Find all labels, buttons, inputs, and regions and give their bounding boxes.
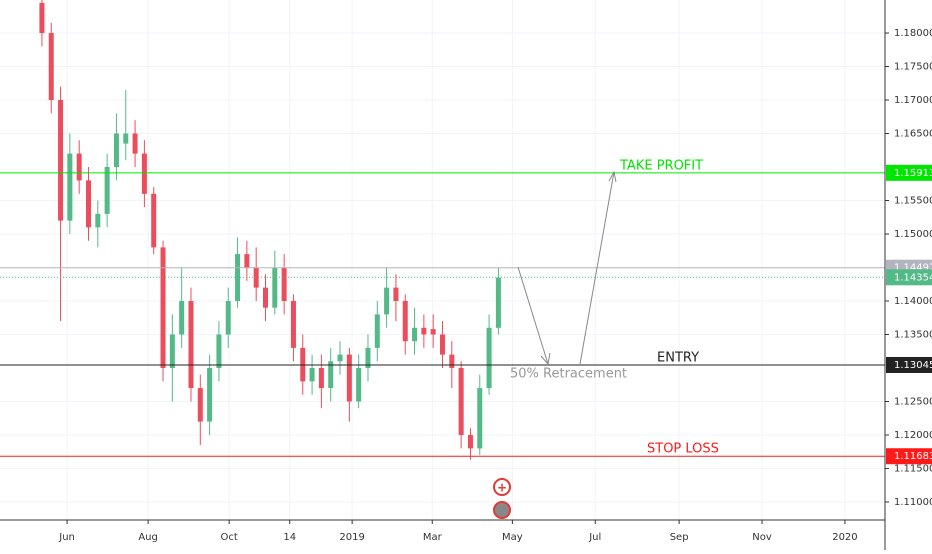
candle-body <box>421 327 427 335</box>
candle-body <box>281 267 287 301</box>
x-tick-label: May <box>502 532 523 543</box>
level-label: TAKE PROFIT <box>619 158 703 173</box>
level-label: ENTRY <box>657 350 699 365</box>
candle-body <box>412 327 418 342</box>
y-tick-label: 1.12000 <box>894 430 932 441</box>
y-tick-label: 1.12500 <box>894 396 932 407</box>
price-badge-label: 1.13045 <box>894 360 932 371</box>
candle-body <box>365 347 371 368</box>
price-badge <box>886 269 932 286</box>
candle-body <box>179 300 185 335</box>
y-tick-label: 1.17000 <box>894 95 932 106</box>
candle-body <box>393 287 399 301</box>
grid <box>0 0 885 520</box>
annotation: 50% Retracement <box>510 367 627 382</box>
candle-body <box>318 367 324 389</box>
candle-body <box>141 153 147 194</box>
price-badge <box>886 356 932 373</box>
x-tick-label: Oct <box>221 532 238 543</box>
candle-body <box>328 361 334 389</box>
candle-body <box>104 167 110 214</box>
candle-body <box>244 254 250 268</box>
candle-body <box>486 327 492 389</box>
candle-body <box>197 388 203 422</box>
price-badge-label: 1.14354 <box>894 272 932 283</box>
y-tick-label: 1.18000 <box>894 28 932 39</box>
y-tick-label: 1.11000 <box>894 497 932 508</box>
event-icon[interactable] <box>493 478 511 496</box>
candle-body <box>86 180 91 228</box>
candle-body <box>384 287 390 315</box>
x-tick-label: Mar <box>423 532 443 543</box>
price-badge <box>886 448 932 465</box>
candle-body <box>253 267 259 288</box>
candle-body <box>207 367 213 422</box>
candle-body <box>495 277 501 328</box>
arrow-head <box>608 170 617 183</box>
y-tick-label: 1.15000 <box>894 229 932 240</box>
y-tick-label: 1.13500 <box>894 329 932 340</box>
candle-body <box>272 267 278 308</box>
candle-body <box>402 300 408 342</box>
candle-body <box>430 329 436 335</box>
candle-body <box>337 354 343 362</box>
price-badge-label: 1.14497 <box>894 263 932 274</box>
y-tick-label: 1.14000 <box>894 296 932 307</box>
candle-body <box>95 213 101 228</box>
price-badge <box>886 164 932 181</box>
candle-body <box>123 133 129 144</box>
event-icon[interactable] <box>493 501 511 519</box>
x-tick-label: Nov <box>752 532 772 543</box>
candle-body <box>58 100 64 221</box>
candle-body <box>458 367 464 435</box>
candle-body <box>160 247 166 368</box>
projection-arrow <box>517 266 549 365</box>
x-tick-label: Aug <box>138 532 158 543</box>
candle-body <box>76 153 82 181</box>
candle-body <box>132 133 138 154</box>
candle-body <box>449 354 455 368</box>
x-tick-label: 2020 <box>832 532 857 543</box>
price-badge-label: 1.15913 <box>894 168 932 179</box>
candle-body <box>263 287 268 308</box>
event-icon-glyph: + <box>497 481 507 495</box>
candle-body <box>216 334 222 368</box>
candle-body <box>290 300 296 348</box>
candle-body <box>477 388 483 449</box>
x-tick-label: 2019 <box>339 532 364 543</box>
y-tick-label: 1.16500 <box>894 129 932 140</box>
candle-body <box>309 367 315 382</box>
projection-arrow <box>579 171 615 365</box>
candle-body <box>67 153 73 221</box>
y-tick-label: 1.15500 <box>894 196 932 207</box>
candle-body <box>48 33 54 101</box>
plot: TAKE PROFIT ENTRY STOP LOSS <box>0 0 885 460</box>
x-tick-label: 14 <box>283 532 296 543</box>
level-label: STOP LOSS <box>647 442 719 457</box>
arrow-head <box>540 352 551 366</box>
y-tick-label: 1.11500 <box>894 463 932 474</box>
x-tick-label: Jun <box>58 532 75 543</box>
x-tick-label: Jul <box>588 532 601 543</box>
x-tick-label: Sep <box>670 532 689 543</box>
candle-body <box>374 314 380 348</box>
y-tick-label: 1.17500 <box>894 62 932 73</box>
candle-body <box>39 2 45 34</box>
axes: 1.18000 1.17500 1.17000 1.16500 1.15500 1.150… <box>58 28 932 543</box>
candle-body <box>188 300 194 389</box>
candle-body <box>151 193 157 248</box>
candle-body <box>225 300 231 335</box>
price-badge-label: 1.11683 <box>894 451 932 462</box>
candle-body <box>467 434 473 449</box>
candle-body <box>169 334 175 368</box>
candle-body <box>440 334 445 355</box>
candle-body <box>113 133 119 168</box>
candle-body <box>346 354 352 402</box>
candle-body <box>356 367 362 402</box>
